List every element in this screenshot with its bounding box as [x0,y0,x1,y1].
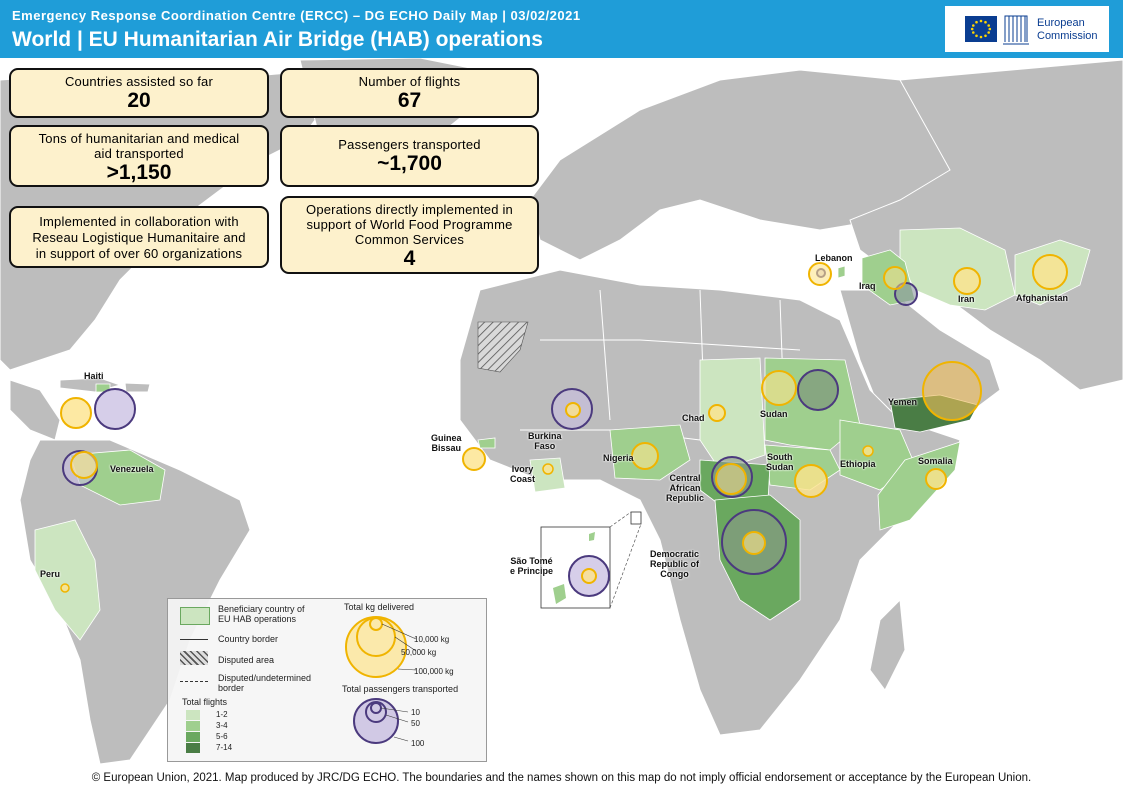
eu-flag-icon [965,16,997,42]
stat-flights: Number of flights 67 [280,68,539,118]
label-car: Central African Republic [666,473,705,503]
kg-venezuela [70,451,98,479]
legend-kg-title: Total kg delivered [344,602,415,612]
legend-kg-mid: 50,000 kg [401,648,437,657]
legend-beneficiary-swatch [180,607,210,625]
legend-beneficiary-label: Beneficiary country of EU HAB operations [218,604,305,624]
legend-border-line [180,639,208,640]
kg-yemen [922,361,982,421]
legend-class-4 [186,743,200,753]
label-lebanon: Lebanon [815,253,853,263]
label-afghanistan: Afghanistan [1016,293,1069,303]
legend-undetermined-label: Disputed/undetermined border [218,673,312,693]
label-iran: Iran [958,294,975,304]
label-yemen: Yemen [888,397,918,407]
commission-building-icon [1001,12,1031,46]
legend-class-3-label: 5-6 [216,732,228,741]
kg-nigeria [631,442,659,470]
legend-disputed-label: Disputed area [218,655,275,665]
legend-pax-circles [353,698,409,744]
legend-pax-large: 100 [411,739,425,748]
legend-pax-small: 10 [411,708,420,717]
label-ivory-coast: Ivory Coast [510,464,536,484]
label-somalia: Somalia [918,456,953,466]
legend-kg-small: 10,000 kg [414,635,450,644]
label-guinea-bissau: Guinea Bissau [431,433,462,453]
world-map: Countries assisted so far 20 Number of f… [0,58,1123,764]
kg-car [715,463,747,495]
legend-class-2 [186,721,200,731]
map-footer: © European Union, 2021. Map produced by … [91,772,1032,784]
map-header: Emergency Response Coordination Centre (… [0,0,1123,58]
kg-afghanistan [1032,254,1068,290]
kg-burkina [565,402,581,418]
commission-logo-text: European Commission [1037,17,1098,42]
label-sudan: Sudan [760,409,788,419]
kg-south-sudan [794,464,828,498]
country-peru [34,519,101,641]
stat-collaboration: Implemented in collaboration with Reseau… [9,206,269,268]
kg-somalia [925,468,947,490]
kg-haiti [60,397,92,429]
legend-class-1-label: 1-2 [216,710,228,719]
legend-total-flights-title: Total flights [182,697,228,707]
map-canvas [0,58,1123,764]
kg-sudan [761,370,797,406]
pax-haiti [94,388,136,430]
label-nigeria: Nigeria [603,453,634,463]
label-south-sudan: South Sudan [766,452,794,472]
legend-kg-large: 100,000 kg [414,667,454,676]
legend-class-1 [186,710,200,720]
country-guinea-bissau [477,437,496,449]
label-chad: Chad [682,413,705,423]
label-peru: Peru [40,569,61,579]
kg-sao-tome [581,568,597,584]
label-burkina-faso: Burkina Faso [528,431,562,451]
kg-chad [708,404,726,422]
stat-wfp-operations: Operations directly implemented in suppo… [280,196,539,274]
pax-sudan [797,369,839,411]
kg-iraq [883,266,907,290]
label-sao-tome: São Tomé e Principe [510,556,554,576]
map-legend: Beneficiary country of EU HAB operations… [167,598,487,762]
label-venezuela: Venezuela [110,464,154,474]
kg-ivory-coast [542,463,554,475]
map-subtitle: Emergency Response Coordination Centre (… [12,8,581,23]
legend-class-4-label: 7-14 [216,743,233,752]
label-haiti: Haiti [84,371,104,381]
legend-undetermined-line [180,681,208,682]
kg-ethiopia [862,445,874,457]
legend-class-3 [186,732,200,742]
label-iraq: Iraq [859,281,876,291]
legend-kg-circles [345,616,417,678]
country-lebanon [837,265,846,279]
kg-drc [742,531,766,555]
legend-class-2-label: 3-4 [216,721,228,730]
country-somalia [877,441,961,531]
european-commission-logo: European Commission [945,6,1109,52]
label-ethiopia: Ethiopia [840,459,876,469]
proportional-symbols [60,254,1068,597]
kg-peru [60,583,70,593]
legend-pax-mid: 50 [411,719,420,728]
stat-passengers: Passengers transported ~1,700 [280,125,539,187]
kg-guinea-bissau [462,447,486,471]
legend-disputed-swatch [180,651,208,665]
stat-countries: Countries assisted so far 20 [9,68,269,118]
legend-border-label: Country border [218,634,279,644]
kg-lebanon [808,262,832,286]
map-title: World | EU Humanitarian Air Bridge (HAB)… [12,28,543,51]
country-ivory-coast [529,457,566,493]
disputed-area-western-sahara [477,321,529,373]
kg-iran [953,267,981,295]
stat-tons: Tons of humanitarian and medical aid tra… [9,125,269,187]
label-drc: Democratic Republic of Congo [650,549,700,579]
legend-pax-title: Total passengers transported [342,684,459,694]
